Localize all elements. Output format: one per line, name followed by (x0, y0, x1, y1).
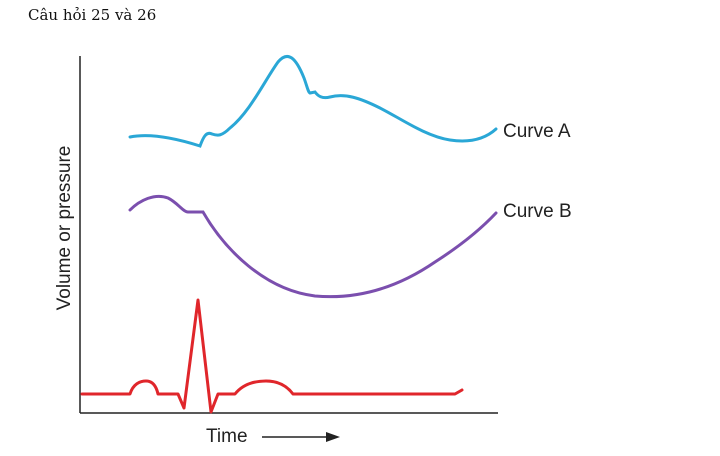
curve-b-label: Curve B (503, 201, 572, 222)
x-axis-label: Time (206, 426, 248, 447)
page-title: Câu hỏi 25 và 26 (28, 6, 157, 24)
curve-b-line (128, 194, 498, 299)
curve-a-line (128, 55, 498, 148)
ecg-trace (80, 298, 464, 414)
y-axis-label: Volume or pressure (54, 146, 75, 311)
curve-a-label: Curve A (503, 121, 571, 142)
time-arrow (262, 432, 340, 442)
